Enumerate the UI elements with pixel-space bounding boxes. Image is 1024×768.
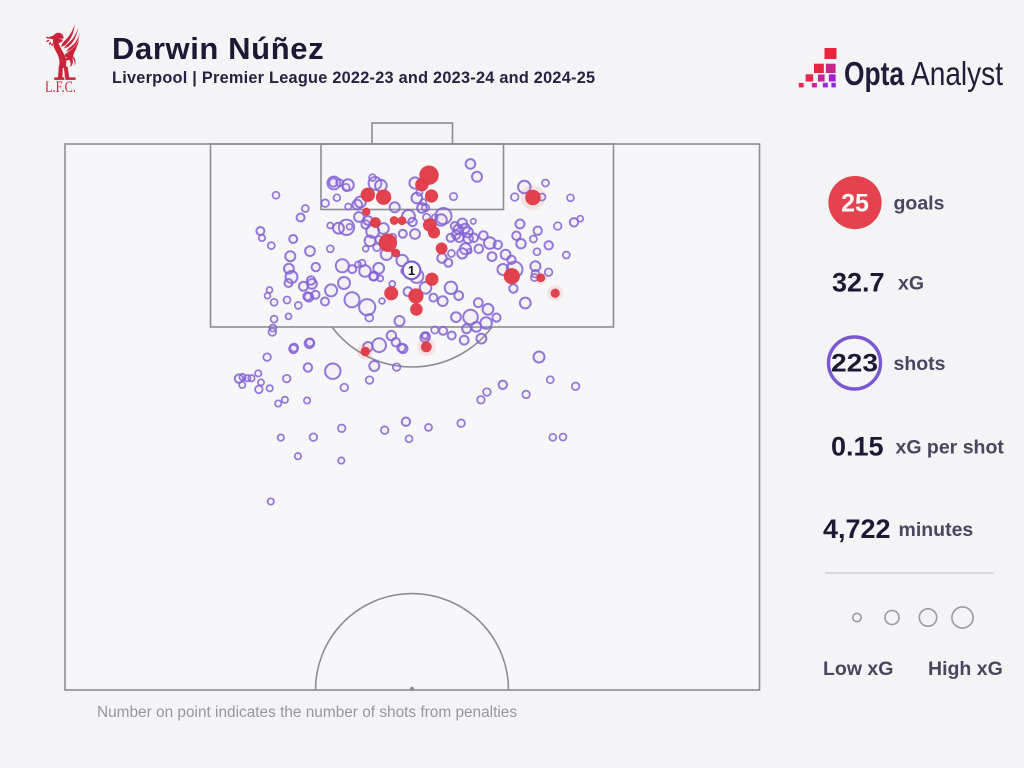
svg-text:shots: shots <box>894 353 946 375</box>
svg-text:32.7: 32.7 <box>832 268 885 298</box>
svg-text:xG: xG <box>898 273 924 295</box>
svg-text:Analyst: Analyst <box>911 55 1003 92</box>
svg-text:Low xG: Low xG <box>823 658 893 680</box>
svg-text:4,722: 4,722 <box>823 514 891 544</box>
svg-text:25: 25 <box>841 190 869 218</box>
svg-text:High xG: High xG <box>928 658 1003 680</box>
svg-text:minutes: minutes <box>899 519 974 541</box>
svg-text:Opta: Opta <box>844 55 905 92</box>
svg-text:1: 1 <box>408 263 415 278</box>
svg-text:223: 223 <box>831 350 878 378</box>
svg-text:L.F.C.: L.F.C. <box>46 79 76 95</box>
svg-text:0.15: 0.15 <box>831 432 884 462</box>
svg-text:goals: goals <box>894 193 945 215</box>
svg-text:xG per shot: xG per shot <box>896 437 1005 459</box>
